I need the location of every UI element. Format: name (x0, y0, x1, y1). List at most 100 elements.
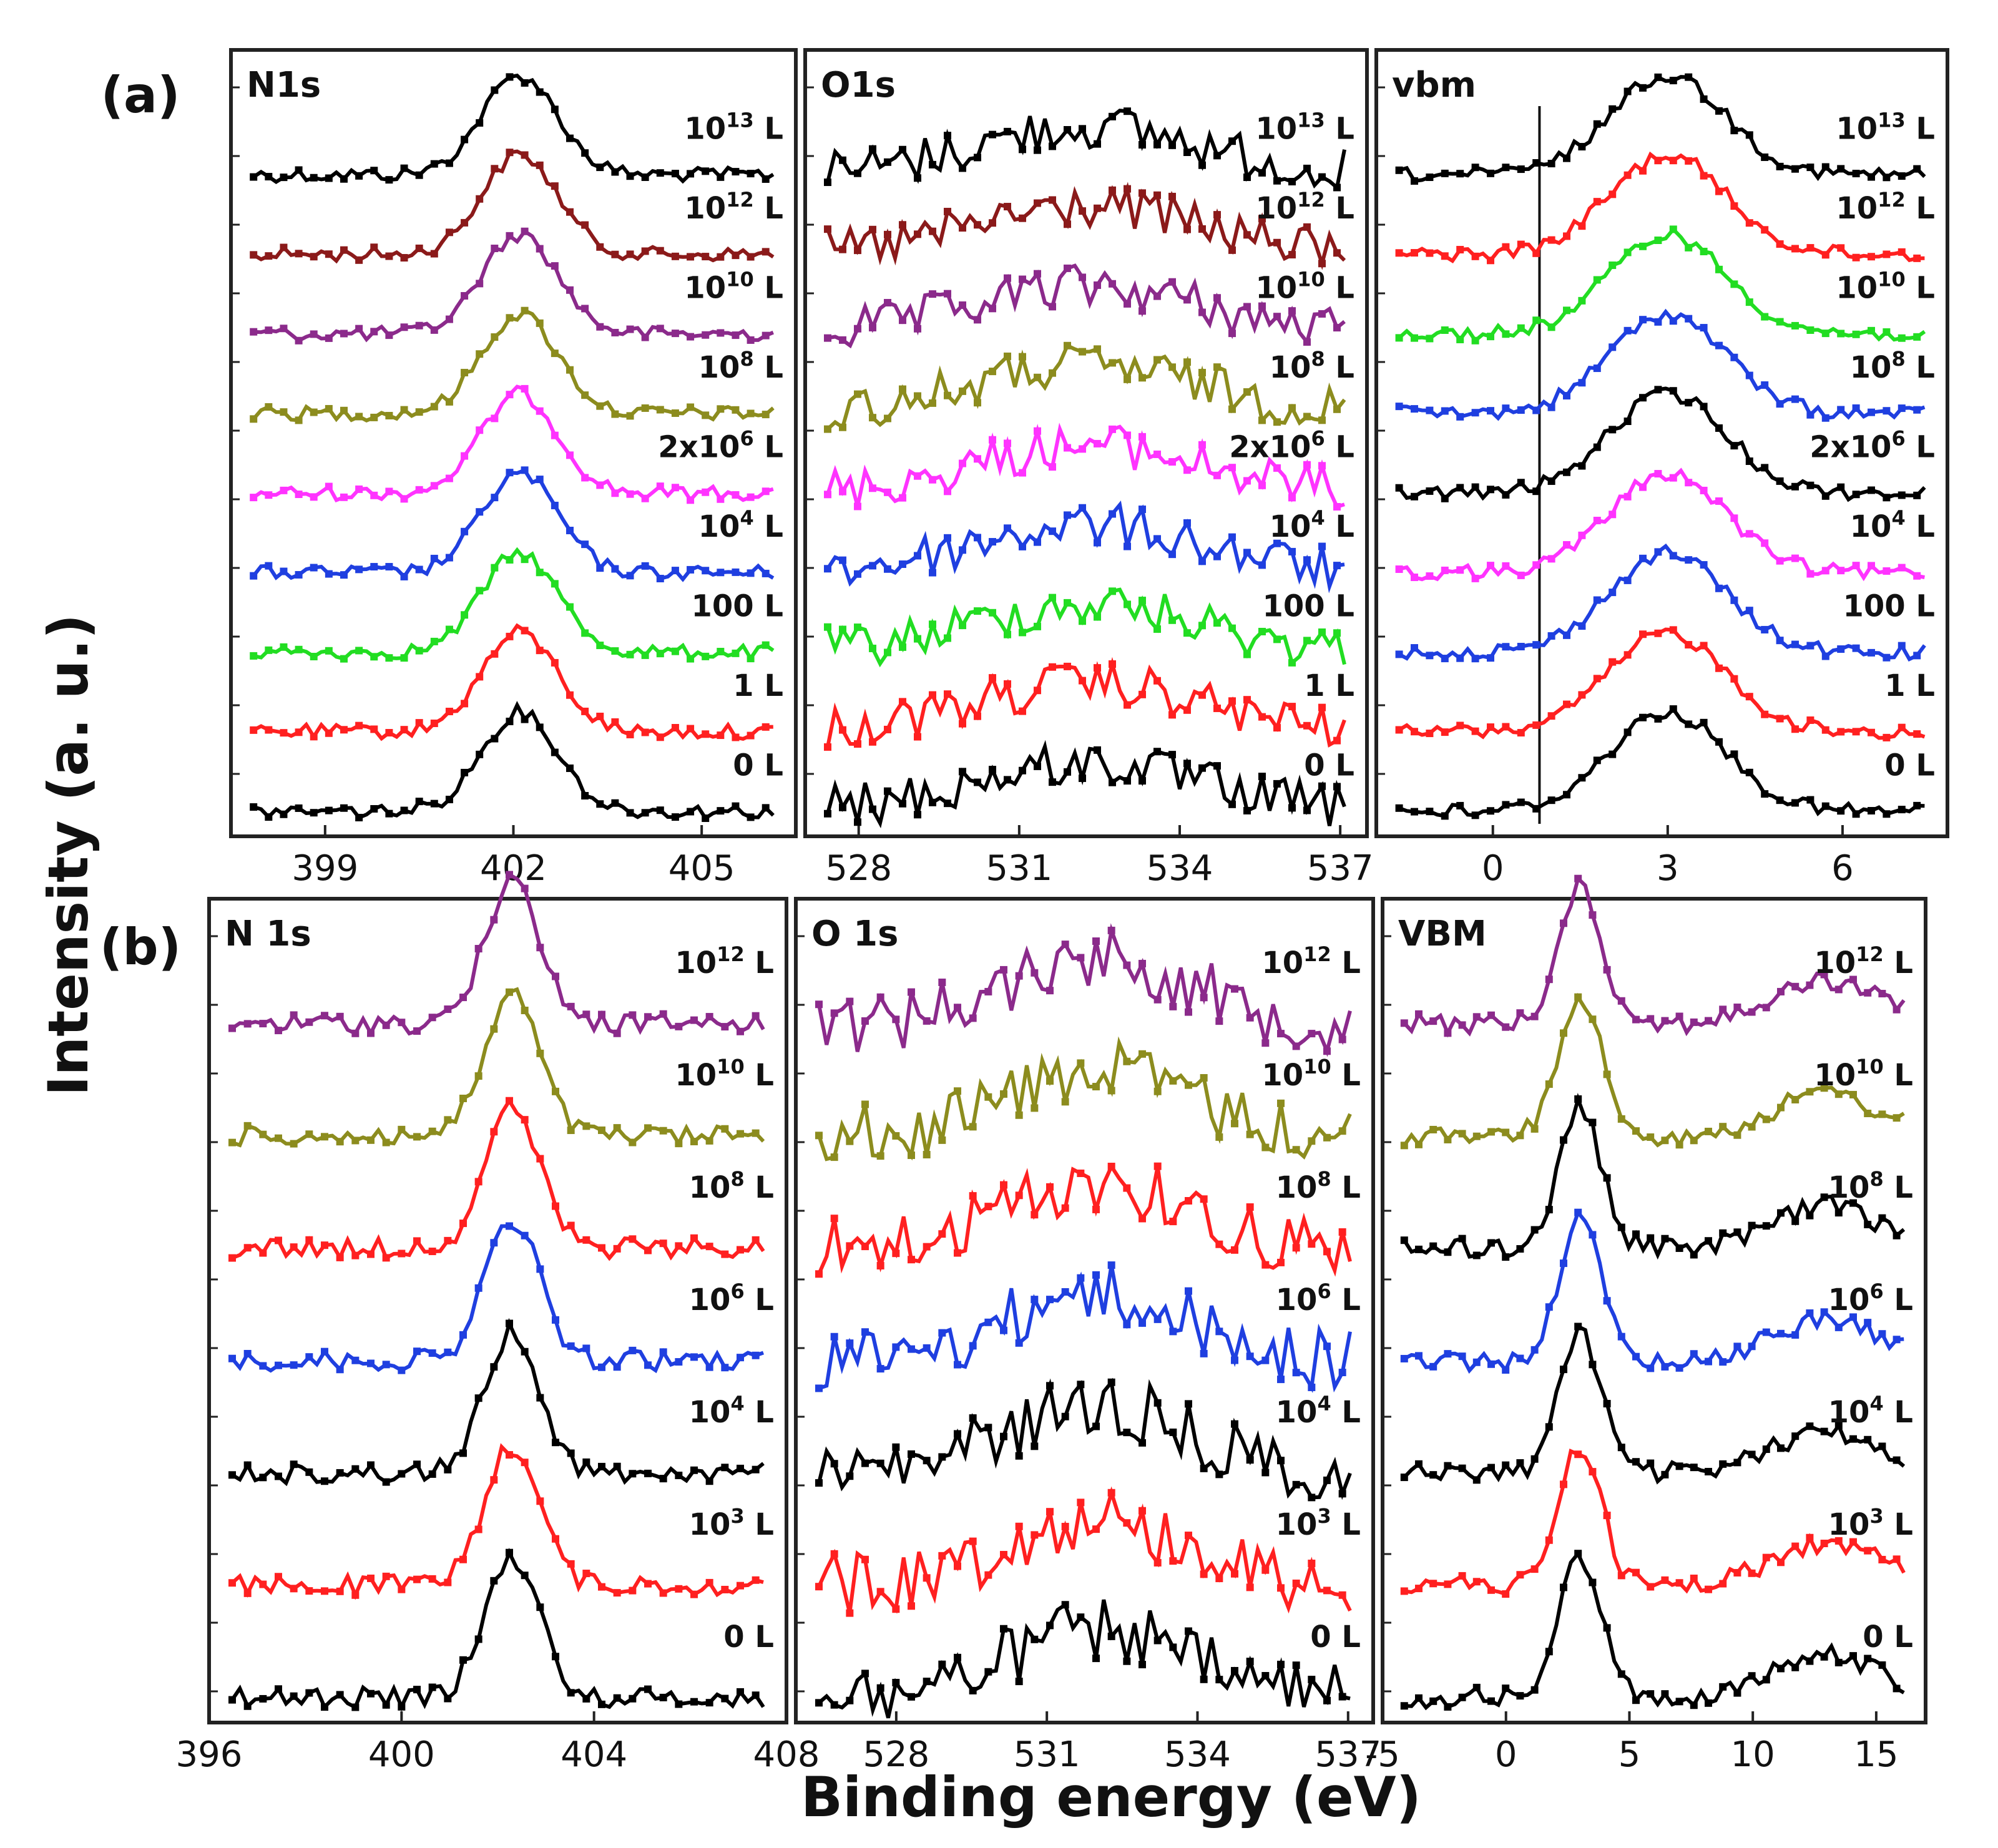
data-point (717, 807, 725, 815)
data-point (1776, 715, 1784, 723)
data-point (1000, 1326, 1007, 1334)
data-point (1471, 164, 1479, 172)
data-point (506, 988, 513, 996)
data-point (1806, 570, 1814, 578)
data-point (228, 1138, 236, 1146)
curve-label: 1012 L (1255, 188, 1354, 226)
data-point (1639, 316, 1647, 324)
data-point (1288, 307, 1296, 315)
data-point (1806, 481, 1814, 489)
data-point (430, 250, 438, 258)
data-point (1139, 690, 1146, 698)
data-point (1000, 1090, 1007, 1098)
data-point (1893, 1336, 1901, 1344)
data-point (721, 1364, 729, 1372)
data-point (1516, 1354, 1524, 1362)
data-point (1487, 723, 1494, 731)
data-point (1745, 768, 1753, 776)
data-point (1183, 519, 1191, 527)
data-point (1395, 249, 1403, 257)
data-point (671, 813, 679, 821)
data-point (1109, 660, 1116, 668)
data-point (1748, 1672, 1756, 1680)
data-point (1292, 1244, 1300, 1252)
curve-label: 1010 L (1814, 1055, 1913, 1093)
data-point (1669, 552, 1677, 560)
data-point (717, 405, 725, 413)
data-point (340, 655, 348, 663)
data-point (1669, 77, 1677, 85)
data-point (1878, 1330, 1886, 1338)
data-point (430, 799, 438, 808)
data-point (430, 403, 438, 411)
data-point (340, 804, 348, 812)
data-point (876, 993, 884, 1001)
series-line (818, 1599, 1351, 1719)
data-point (1303, 637, 1311, 645)
data-point (914, 230, 921, 238)
data-point (1563, 791, 1570, 799)
data-point (1733, 1342, 1741, 1351)
data-point (1748, 1450, 1756, 1459)
data-point (1806, 981, 1814, 989)
data-point (1471, 252, 1479, 260)
data-point (1200, 1349, 1208, 1357)
data-point (1898, 806, 1906, 814)
data-point (1690, 1464, 1698, 1472)
data-point (1258, 713, 1266, 721)
data-point (717, 648, 725, 656)
data-point (1288, 404, 1296, 412)
data-point (1318, 628, 1326, 636)
data-point (1913, 652, 1921, 660)
data-point (846, 1696, 854, 1704)
data-point (1675, 1141, 1683, 1149)
data-point (415, 565, 423, 574)
data-point (1487, 257, 1494, 265)
data-point (1169, 1077, 1177, 1085)
data-point (1198, 161, 1206, 169)
data-point (1849, 1090, 1857, 1098)
data-point (1502, 643, 1510, 651)
data-point (1821, 567, 1829, 575)
data-point (861, 1243, 869, 1251)
data-point (721, 1585, 729, 1593)
data-point (506, 391, 514, 399)
data-point (702, 652, 710, 660)
data-point (1806, 1657, 1814, 1665)
curve-label: 104 L (689, 1392, 774, 1430)
data-point (1303, 413, 1311, 421)
panel-title: O1s (821, 65, 896, 105)
series-line (817, 923, 1352, 1057)
data-point (1444, 1703, 1452, 1711)
data-point (1623, 418, 1632, 426)
data-point (1246, 1456, 1254, 1464)
data-point (1198, 308, 1206, 316)
curve-label: 0 L (1863, 1620, 1913, 1655)
series-line (826, 500, 1345, 594)
data-point (1415, 1010, 1423, 1018)
data-point (243, 1702, 252, 1710)
data-point (305, 1468, 313, 1476)
data-point (1893, 1114, 1901, 1122)
data-point (687, 725, 695, 733)
data-point (398, 1249, 406, 1258)
data-point (1883, 328, 1891, 336)
data-point (1079, 504, 1086, 512)
data-point (1261, 1143, 1270, 1151)
data-point (325, 334, 333, 342)
data-point (340, 493, 348, 501)
data-point (1837, 645, 1845, 653)
data-point (908, 1602, 915, 1610)
data-point (1589, 1015, 1597, 1024)
data-point (521, 1116, 529, 1124)
data-point (1603, 1297, 1611, 1305)
data-point (1574, 1550, 1582, 1558)
data-point (644, 1361, 652, 1369)
data-point (491, 165, 499, 173)
data-point (1820, 1427, 1828, 1435)
data-point (1288, 547, 1296, 555)
data-point (839, 336, 846, 344)
data-point (839, 487, 846, 496)
data-point (461, 768, 469, 776)
data-point (969, 1414, 977, 1422)
